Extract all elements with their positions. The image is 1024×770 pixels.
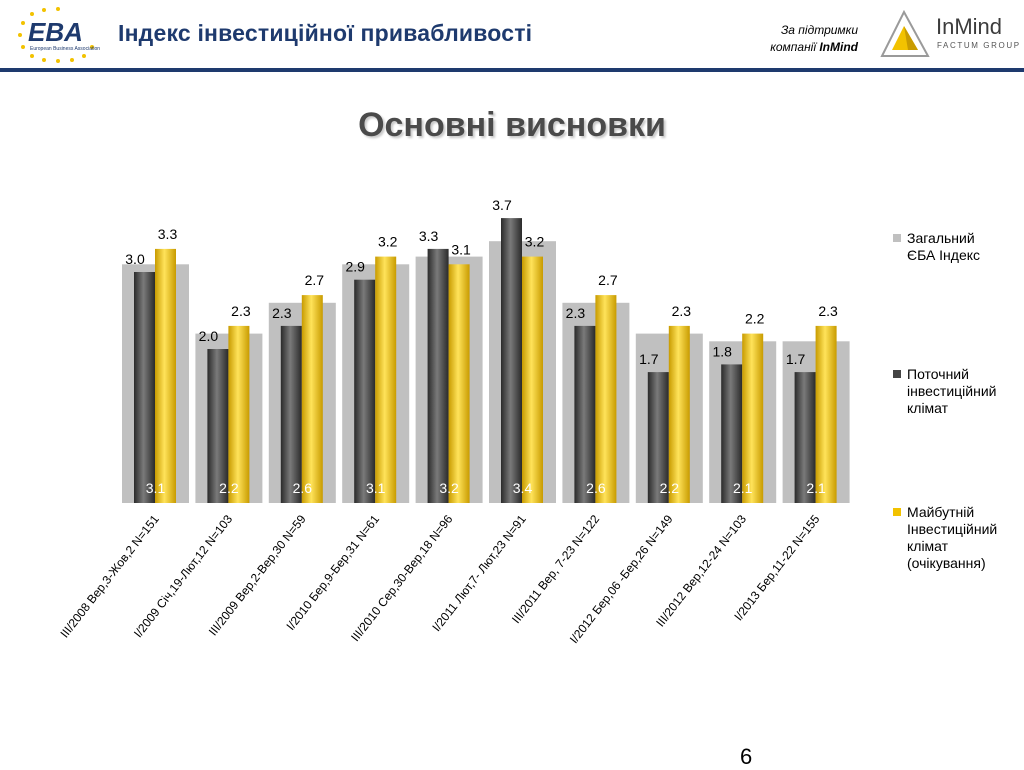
inmind-logo-icon	[880, 10, 930, 57]
header-title: Індекс інвестиційної привабливості	[118, 20, 533, 46]
bar-future	[595, 295, 617, 503]
bar-future	[815, 325, 837, 503]
bar-future	[155, 248, 176, 503]
header-divider	[0, 68, 1024, 72]
bar-future	[228, 325, 250, 503]
data-label-current: 1.8	[712, 343, 732, 359]
bar-current	[134, 272, 155, 503]
eba-logo: EBA European Business Association	[18, 7, 100, 63]
data-label-total: 2.6	[586, 480, 606, 496]
data-label-total: 2.2	[660, 480, 680, 496]
legend-swatch-total	[893, 234, 901, 242]
data-label-total: 2.1	[806, 480, 826, 496]
bar-current	[794, 372, 816, 503]
data-label-future: 2.7	[305, 272, 325, 288]
data-label-current: 2.3	[272, 305, 292, 321]
bar-future	[301, 295, 323, 503]
bar-current	[574, 325, 596, 503]
data-label-future: 3.3	[158, 226, 178, 242]
data-label-future: 3.2	[378, 234, 398, 250]
bar-current	[501, 218, 522, 503]
partner-subtitle: FACTUM GROUP	[937, 41, 1021, 50]
bar-current	[647, 372, 669, 503]
legend-label-future: Майбутній Інвестиційний клімат (очікуван…	[907, 504, 998, 571]
bar-chart: 3.0 3.3 3.1 2.0 2.3 2.2 2.3 2.7 2.6 2.9 3.2 3.1 3.3 3…	[57, 197, 850, 646]
slide-header: EBA European Business Association Індекс…	[0, 0, 1024, 72]
eba-logo-text: EBA	[28, 17, 83, 47]
data-label-current: 1.7	[786, 351, 806, 367]
bar-future	[668, 325, 690, 503]
data-label-future: 2.3	[818, 303, 838, 319]
legend-label-total: Загальний ЄБА Індекс	[907, 230, 981, 263]
data-label-current: 3.7	[492, 197, 512, 213]
page-number: 6	[740, 744, 753, 769]
support-line-1: За підтримки	[780, 23, 858, 37]
data-label-total: 3.1	[146, 480, 166, 496]
legend-swatch-current	[893, 370, 901, 378]
x-tick-label: I/2013 Бер,11-22 N=155	[731, 512, 822, 623]
data-label-total: 2.1	[733, 480, 753, 496]
eba-logo-subtext: European Business Association	[30, 46, 100, 52]
bar-current	[427, 248, 449, 503]
bar-current	[207, 349, 229, 503]
data-label-future: 2.3	[231, 303, 251, 319]
data-label-total: 2.6	[293, 480, 313, 496]
bar-current	[721, 364, 743, 503]
data-label-current: 2.3	[566, 305, 586, 321]
partner-name: InMind	[936, 14, 1003, 39]
data-label-total: 3.4	[513, 480, 533, 496]
support-text: За підтримки компанії InMind	[742, 22, 858, 56]
slide-title: Основні висновки	[358, 106, 666, 144]
support-line-2: компанії InMind	[742, 39, 858, 56]
chart-data-labels: 3.0 3.3 3.1 2.0 2.3 2.2 2.3 2.7 2.6 2.9 3.2 3.1 3.3 3…	[125, 197, 838, 496]
bar-current	[354, 279, 376, 503]
bar-future	[375, 256, 397, 503]
data-label-current: 3.0	[125, 251, 145, 267]
data-label-total: 3.1	[366, 480, 386, 496]
data-label-current: 3.3	[419, 228, 439, 244]
data-label-current: 1.7	[639, 351, 659, 367]
data-label-future: 2.7	[598, 272, 618, 288]
data-label-current: 2.9	[345, 259, 365, 275]
data-label-total: 3.2	[439, 480, 459, 496]
legend-label-current: Поточний інвестиційний клімат	[907, 366, 997, 416]
data-label-current: 2.0	[199, 328, 219, 344]
support-prefix: компанії	[770, 40, 820, 54]
bar-future	[742, 333, 764, 503]
support-brand: InMind	[819, 40, 858, 54]
data-label-future: 3.1	[451, 241, 471, 257]
bar-future	[522, 256, 543, 503]
data-label-future: 3.2	[525, 234, 545, 250]
data-label-future: 2.2	[745, 311, 765, 327]
data-label-total: 2.2	[219, 480, 239, 496]
bar-future	[448, 264, 470, 503]
legend-swatch-future	[893, 508, 901, 516]
data-label-future: 2.3	[672, 303, 692, 319]
bar-current	[280, 325, 302, 503]
chart-bars	[122, 218, 850, 503]
